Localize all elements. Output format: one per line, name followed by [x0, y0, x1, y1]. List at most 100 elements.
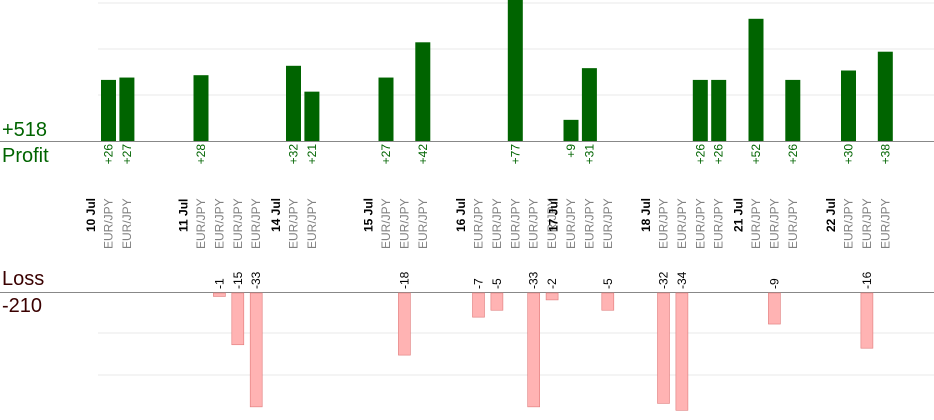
date-tick-label: 16 Jul	[454, 198, 468, 232]
loss-data-label: -5	[601, 278, 615, 289]
profit-data-label: +28	[194, 144, 208, 165]
profit-data-label: +26	[102, 144, 116, 165]
pair-tick-label: EUR/JPY	[749, 198, 763, 249]
loss-bar	[601, 292, 615, 311]
profit-data-label: +52	[749, 144, 763, 165]
loss-bar	[472, 292, 485, 318]
loss-bar	[545, 292, 559, 301]
pair-tick-label: EUR/JPY	[878, 198, 892, 249]
profit-bar	[581, 68, 597, 141]
profit-data-label: +31	[582, 144, 596, 165]
profit-bar	[563, 119, 579, 141]
pair-tick-label: EUR/JPY	[102, 198, 116, 249]
profit-bar	[378, 77, 394, 141]
pair-tick-label: EUR/JPY	[675, 198, 689, 249]
loss-data-label: -7	[472, 278, 486, 289]
profit-bar	[507, 0, 523, 141]
profit-total: +518	[2, 119, 48, 141]
profit-bar	[286, 65, 301, 141]
profit-data-label: +77	[508, 144, 522, 165]
profit-data-label: +30	[842, 144, 856, 165]
loss-data-label: -32	[657, 271, 671, 289]
pair-tick-label: EUR/JPY	[693, 198, 707, 249]
date-tick-label: 10 Jul	[84, 198, 98, 232]
loss-bar	[657, 292, 670, 404]
loss-data-label: -15	[231, 271, 245, 289]
pair-tick-label: EUR/JPY	[212, 198, 226, 249]
pair-tick-label: EUR/JPY	[786, 198, 800, 249]
pair-tick-label: EUR/JPY	[545, 198, 559, 249]
pair-tick-label: EUR/JPY	[416, 198, 430, 249]
loss-bar	[490, 292, 504, 311]
profit-bar	[785, 79, 801, 141]
profit-bar	[711, 79, 727, 141]
loss-data-label: -33	[527, 271, 541, 289]
profit-bar	[841, 70, 856, 141]
profit-data-label: +26	[786, 144, 800, 165]
profit-data-label: +9	[564, 144, 578, 158]
pair-tick-label: EUR/JPY	[527, 198, 541, 249]
profit-bar	[415, 42, 431, 141]
pair-tick-label: EUR/JPY	[249, 198, 263, 249]
loss-label: Loss	[2, 268, 45, 290]
loss-bar	[231, 292, 245, 346]
loss-total: -210	[2, 295, 43, 317]
profit-bar	[119, 77, 135, 141]
profit-bar	[877, 51, 893, 142]
profit-bar	[748, 18, 764, 141]
profit-data-label: +27	[379, 144, 393, 165]
pair-tick-label: EUR/JPY	[490, 198, 504, 249]
pair-tick-label: EUR/JPY	[842, 198, 856, 249]
pair-tick-label: EUR/JPY	[397, 198, 411, 249]
profit-bar	[193, 75, 209, 141]
profit-data-label: +26	[712, 144, 726, 165]
loss-data-label: -16	[860, 271, 874, 289]
date-tick-label: 18 Jul	[639, 198, 653, 232]
loss-data-label: -33	[249, 271, 263, 289]
loss-bar	[527, 292, 541, 408]
pair-tick-label: EUR/JPY	[767, 198, 781, 249]
date-tick-label: 14 Jul	[269, 198, 283, 232]
pair-tick-label: EUR/JPY	[305, 198, 319, 249]
pair-tick-label: EUR/JPY	[564, 198, 578, 249]
profit-data-label: +38	[878, 144, 892, 165]
pair-tick-label: EUR/JPY	[379, 198, 393, 249]
profit-bar	[692, 79, 708, 141]
loss-bar	[398, 292, 411, 356]
profit-data-label: +26	[693, 144, 707, 165]
pair-tick-label: EUR/JPY	[472, 198, 486, 249]
loss-data-label: -34	[675, 271, 689, 289]
pair-tick-label: EUR/JPY	[287, 198, 301, 249]
profit-data-label: +32	[287, 144, 301, 165]
loss-data-label: -2	[545, 278, 559, 289]
date-tick-label: 22 Jul	[824, 198, 838, 232]
loss-data-label: -5	[490, 278, 504, 289]
loss-bar	[249, 292, 263, 408]
pair-tick-label: EUR/JPY	[508, 198, 522, 249]
date-tick-label: 15 Jul	[362, 198, 376, 232]
date-tick-label: 21 Jul	[732, 198, 746, 232]
loss-data-label: -9	[767, 278, 781, 289]
loss-data-label: -18	[397, 271, 411, 289]
loss-bar	[675, 292, 689, 411]
pair-tick-label: EUR/JPY	[712, 198, 726, 249]
pair-tick-label: EUR/JPY	[194, 198, 208, 249]
date-tick-label: 11 Jul	[177, 199, 191, 232]
loss-bar	[860, 292, 874, 349]
profit-bar	[101, 79, 116, 141]
profit-bar	[304, 91, 320, 141]
loss-data-label: -1	[212, 278, 226, 289]
pair-tick-label: EUR/JPY	[120, 198, 134, 249]
profit-data-label: +42	[416, 144, 430, 165]
profit-data-label: +21	[305, 144, 319, 165]
pair-tick-label: EUR/JPY	[657, 198, 671, 249]
profit-data-label: +27	[120, 144, 134, 165]
profit-label: Profit	[2, 145, 49, 167]
loss-bar	[213, 292, 226, 297]
pair-tick-label: EUR/JPY	[231, 198, 245, 249]
pair-tick-label: EUR/JPY	[582, 198, 596, 249]
date-tick-label: 17 Jul	[547, 198, 561, 232]
loss-bar	[768, 292, 781, 325]
pair-tick-label: EUR/JPY	[860, 198, 874, 249]
